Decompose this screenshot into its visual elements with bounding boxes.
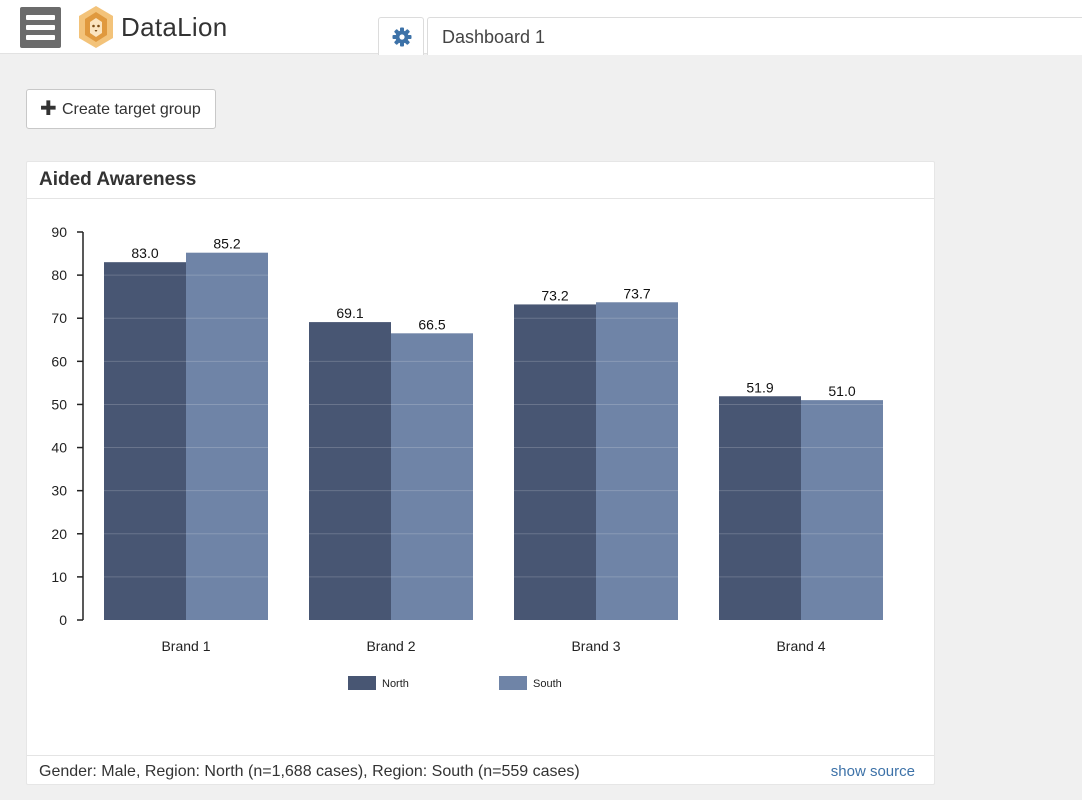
bar-south xyxy=(801,400,883,620)
widget-header: Aided Awareness xyxy=(27,162,934,199)
bar-north xyxy=(309,322,391,620)
y-tick-label: 70 xyxy=(51,310,67,326)
tab-dashboard-1[interactable]: Dashboard 1 xyxy=(427,17,1082,55)
bar-south xyxy=(186,252,268,620)
bar-chart: 0 10 20 30 40 50 60 70 80 90 83.0 85.2 Brand 1 69.1 66… xyxy=(51,224,887,690)
menu-icon[interactable] xyxy=(20,7,61,48)
legend-swatch-south xyxy=(499,676,527,690)
y-tick-label: 0 xyxy=(59,612,67,628)
bar-south xyxy=(391,333,473,620)
chart-widget: Aided Awareness 0 10 20 30 40 50 60 70 80 90 83.0 8… xyxy=(26,161,935,785)
data-label: 83.0 xyxy=(131,245,158,261)
y-tick-label: 40 xyxy=(51,440,67,456)
y-tick-label: 10 xyxy=(51,569,67,585)
y-tick-label: 20 xyxy=(51,526,67,542)
create-target-group-button[interactable]: ✚ Create target group xyxy=(26,89,216,129)
legend-swatch-north xyxy=(348,676,376,690)
data-label: 73.7 xyxy=(623,285,650,301)
widget-title: Aided Awareness xyxy=(39,169,197,190)
bar-north xyxy=(719,396,801,620)
x-tick-label: Brand 4 xyxy=(776,638,825,654)
x-tick-label: Brand 3 xyxy=(571,638,620,654)
bar-north xyxy=(514,304,596,620)
y-tick-label: 60 xyxy=(51,353,67,369)
data-label: 69.1 xyxy=(336,305,363,321)
show-source-link[interactable]: show source xyxy=(830,763,915,780)
y-tick-label: 30 xyxy=(51,483,67,499)
data-label: 73.2 xyxy=(541,287,568,303)
data-label: 85.2 xyxy=(213,236,240,252)
top-bar: DataLion Dashboard 1 xyxy=(0,0,1082,55)
bar-north xyxy=(104,262,186,620)
gear-icon xyxy=(392,27,412,47)
tab-dashboard-1-label: Dashboard 1 xyxy=(442,27,546,47)
bar-south xyxy=(596,302,678,620)
legend-label-south: South xyxy=(533,678,562,690)
sample-description: Gender: Male, Region: North (n=1,688 cas… xyxy=(39,763,580,780)
data-label: 51.0 xyxy=(828,383,855,399)
data-label: 66.5 xyxy=(418,316,445,332)
y-tick-label: 90 xyxy=(51,224,67,240)
x-tick-label: Brand 1 xyxy=(161,638,210,654)
plus-icon: ✚ xyxy=(40,98,57,120)
lion-logo-icon[interactable] xyxy=(76,5,116,49)
legend-label-north: North xyxy=(382,678,409,690)
data-label: 51.9 xyxy=(746,379,773,395)
create-target-group-label: Create target group xyxy=(62,101,201,118)
y-tick-label: 80 xyxy=(51,267,67,283)
y-tick-label: 50 xyxy=(51,396,67,412)
widget-footer: Gender: Male, Region: North (n=1,688 cas… xyxy=(27,755,934,785)
x-tick-label: Brand 2 xyxy=(366,638,415,654)
settings-tab[interactable] xyxy=(378,17,424,55)
brand-name: DataLion xyxy=(121,12,228,42)
